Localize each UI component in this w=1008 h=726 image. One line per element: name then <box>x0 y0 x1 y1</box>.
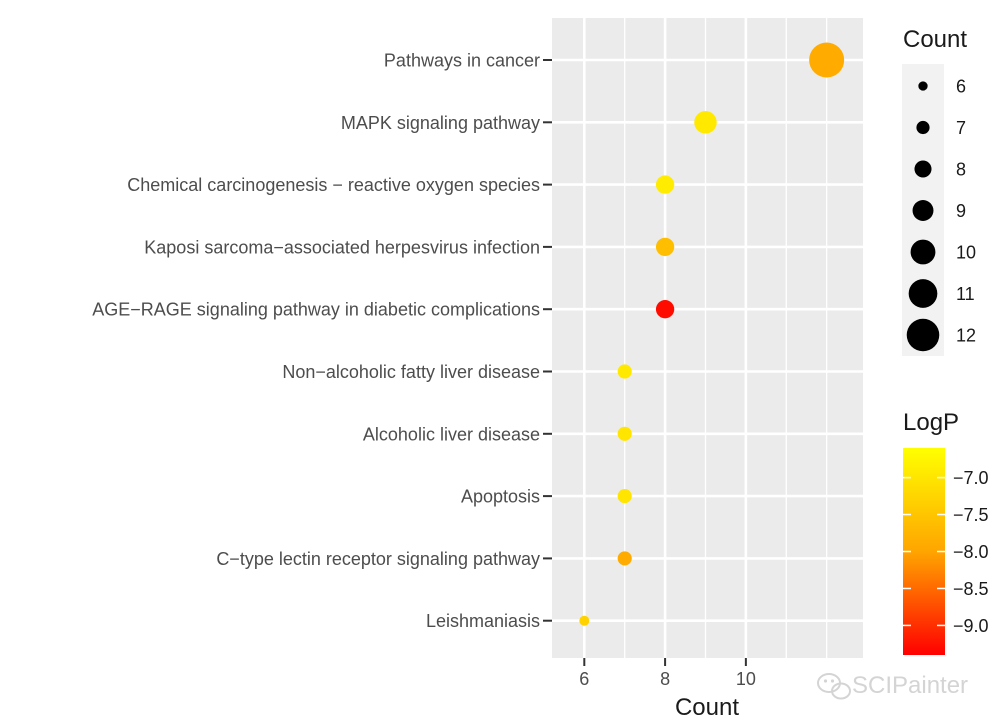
y-tick-label: Chemical carcinogenesis − reactive oxyge… <box>127 175 540 195</box>
y-axis-ticks: Pathways in cancer MAPK signaling pathway… <box>92 51 552 631</box>
size-legend-key <box>908 279 938 308</box>
size-legend-label: 10 <box>956 243 976 263</box>
size-legend-key <box>910 239 936 265</box>
size-legend-title: Count <box>903 26 967 53</box>
watermark: SCIPainter <box>817 672 968 700</box>
size-legend-key <box>914 160 932 178</box>
color-legend-label: −7.0 <box>953 468 989 488</box>
size-legend-key <box>918 81 928 91</box>
data-point <box>655 237 675 257</box>
color-legend-label: −9.0 <box>953 616 989 636</box>
color-legend-title: LogP <box>903 409 959 436</box>
data-point <box>617 489 632 504</box>
data-point <box>617 551 632 566</box>
size-legend-key <box>906 318 940 352</box>
size-legend-label: 7 <box>956 118 966 138</box>
y-tick-label: Leishmaniasis <box>426 611 540 631</box>
x-tick-label: 10 <box>736 669 756 689</box>
size-legend-label: 9 <box>956 201 966 221</box>
data-point <box>809 42 845 78</box>
data-point <box>617 364 632 379</box>
y-tick-label: Alcoholic liver disease <box>363 424 540 444</box>
wechat-icon <box>817 673 851 700</box>
x-axis-ticks: 6 8 10 <box>579 658 756 689</box>
data-point <box>694 111 717 134</box>
color-legend-label: −8.5 <box>953 579 989 599</box>
color-legend: −7.0 −7.5 −8.0 −8.5 −9.0 <box>903 468 989 636</box>
y-tick-label: Apoptosis <box>461 487 540 507</box>
size-legend-label: 12 <box>956 326 976 346</box>
color-legend-label: −8.0 <box>953 542 989 562</box>
color-legend-label: −7.5 <box>953 505 989 525</box>
data-point <box>579 615 590 626</box>
y-tick-label: Pathways in cancer <box>384 51 540 71</box>
data-point <box>655 300 675 319</box>
data-points <box>579 42 845 626</box>
size-legend-label: 11 <box>956 284 975 304</box>
grid-lines <box>552 18 863 658</box>
x-tick-label: 8 <box>660 669 670 689</box>
size-legend-key <box>912 200 934 221</box>
data-point <box>617 426 632 441</box>
size-legend-label: 8 <box>956 160 966 180</box>
y-tick-label: MAPK signaling pathway <box>341 113 540 133</box>
size-legend: 6 7 8 9 10 11 12 <box>906 77 976 352</box>
y-tick-label: AGE−RAGE signaling pathway in diabetic c… <box>92 300 540 320</box>
y-tick-label: C−type lectin receptor signaling pathway <box>216 549 540 569</box>
x-axis-title: Count <box>675 694 739 721</box>
size-legend-label: 6 <box>956 77 966 97</box>
y-tick-label: Non−alcoholic fatty liver disease <box>282 362 540 382</box>
data-point <box>655 175 675 194</box>
watermark-text: SCIPainter <box>852 672 968 699</box>
x-tick-label: 6 <box>579 669 589 689</box>
y-tick-label: Kaposi sarcoma−associated herpesvirus in… <box>144 237 540 257</box>
size-legend-key <box>916 120 930 135</box>
